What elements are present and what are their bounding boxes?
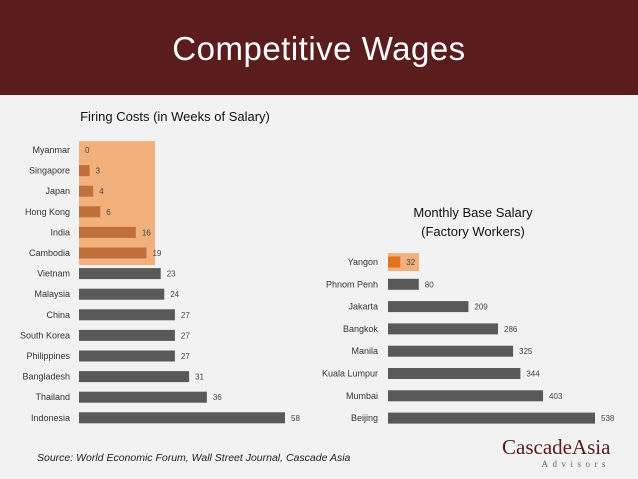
logo-sub-text: Advisors [541, 459, 610, 469]
salary-bar-manila [388, 345, 514, 357]
salary-value-label-mumbai: 403 [549, 392, 563, 401]
firing-bar-singapore [79, 165, 90, 177]
firing-category-label-philippines: Philippines [26, 351, 70, 361]
slide-header: Competitive Wages [0, 0, 638, 95]
salary-title-line-2: (Factory Workers) [421, 224, 525, 239]
source-note: Source: World Economic Forum, Wall Stree… [37, 452, 351, 464]
firing-value-label-myanmar: 0 [85, 146, 90, 155]
salary-category-label-yangon: Yangon [348, 257, 378, 267]
firing-bar-vietnam [79, 268, 161, 280]
firing-bar-india [79, 226, 136, 238]
salary-category-label-phnom-penh: Phnom Penh [326, 279, 378, 289]
firing-category-label-indonesia: Indonesia [31, 413, 70, 423]
monthly-salary-chart: Monthly Base Salary (Factory Workers) Ya… [322, 205, 615, 424]
salary-bar-bangkok [388, 323, 499, 335]
firing-value-label-malaysia: 24 [170, 290, 179, 299]
firing-value-label-indonesia: 58 [291, 414, 300, 423]
salary-bar-yangon [388, 256, 401, 268]
firing-bar-thailand [79, 391, 207, 403]
firing-category-label-japan: Japan [45, 186, 70, 196]
firing-bar-south-korea [79, 329, 175, 341]
firing-category-label-singapore: Singapore [29, 166, 70, 176]
firing-category-label-india: India [50, 227, 70, 237]
firing-costs-title: Firing Costs (in Weeks of Salary) [80, 109, 270, 124]
firing-bar-japan [79, 185, 94, 197]
firing-value-label-philippines: 27 [181, 352, 190, 361]
firing-category-label-south-korea: South Korea [20, 330, 70, 340]
salary-category-label-jakarta: Jakarta [348, 302, 378, 312]
firing-category-label-china: China [46, 310, 70, 320]
salary-bar-kuala-lumpur [388, 368, 521, 379]
cascade-asia-logo: CascadeAsia Advisors [502, 436, 612, 474]
firing-category-label-malaysia: Malaysia [34, 289, 70, 299]
salary-value-label-jakarta: 209 [474, 303, 488, 312]
firing-bar-china [79, 309, 175, 321]
firing-bar-hong-kong [79, 206, 101, 218]
firing-value-label-thailand: 36 [213, 393, 222, 402]
firing-bar-cambodia [79, 247, 147, 259]
salary-value-label-beijing: 538 [601, 414, 615, 423]
firing-bar-malaysia [79, 288, 165, 300]
firing-category-label-hong-kong: Hong Kong [25, 207, 70, 217]
logo-main-text: CascadeAsia [502, 435, 611, 459]
slide-title: Competitive Wages [172, 29, 466, 67]
salary-value-label-yangon: 32 [406, 258, 415, 267]
salary-bar-beijing [388, 412, 595, 424]
firing-value-label-cambodia: 19 [152, 249, 161, 258]
firing-value-label-south-korea: 27 [181, 331, 190, 340]
salary-bar-phnom-penh [388, 278, 419, 290]
salary-value-label-kuala-lumpur: 344 [526, 370, 540, 379]
salary-category-label-bangkok: Bangkok [343, 324, 379, 334]
firing-value-label-singapore: 3 [96, 167, 101, 176]
salary-category-label-manila: Manila [351, 346, 378, 356]
firing-highlight-panel [79, 141, 155, 266]
salary-value-label-phnom-penh: 80 [425, 280, 434, 289]
firing-costs-chart: Firing Costs (in Weeks of Salary) Myanma… [20, 109, 300, 424]
firing-value-label-vietnam: 23 [167, 270, 176, 279]
salary-value-label-bangkok: 286 [504, 325, 518, 334]
firing-category-label-thailand: Thailand [35, 392, 70, 402]
salary-category-label-kuala-lumpur: Kuala Lumpur [322, 369, 378, 379]
firing-value-label-china: 27 [181, 311, 190, 320]
salary-category-label-beijing: Beijing [351, 413, 378, 423]
firing-bar-philippines [79, 350, 175, 362]
firing-bar-bangladesh [79, 371, 190, 383]
firing-category-label-cambodia: Cambodia [29, 248, 70, 258]
firing-value-label-japan: 4 [99, 187, 104, 196]
firing-category-label-myanmar: Myanmar [32, 145, 70, 155]
firing-value-label-bangladesh: 31 [195, 373, 204, 382]
firing-value-label-hong-kong: 6 [106, 208, 111, 217]
firing-category-label-bangladesh: Bangladesh [22, 372, 70, 382]
firing-bar-indonesia [79, 412, 285, 424]
salary-bar-jakarta [388, 301, 469, 313]
salary-category-label-mumbai: Mumbai [346, 391, 378, 401]
salary-title-line-1: Monthly Base Salary [413, 205, 533, 220]
salary-bar-mumbai [388, 390, 544, 402]
salary-value-label-manila: 325 [519, 347, 533, 356]
firing-value-label-india: 16 [142, 228, 151, 237]
firing-category-label-vietnam: Vietnam [37, 269, 70, 279]
